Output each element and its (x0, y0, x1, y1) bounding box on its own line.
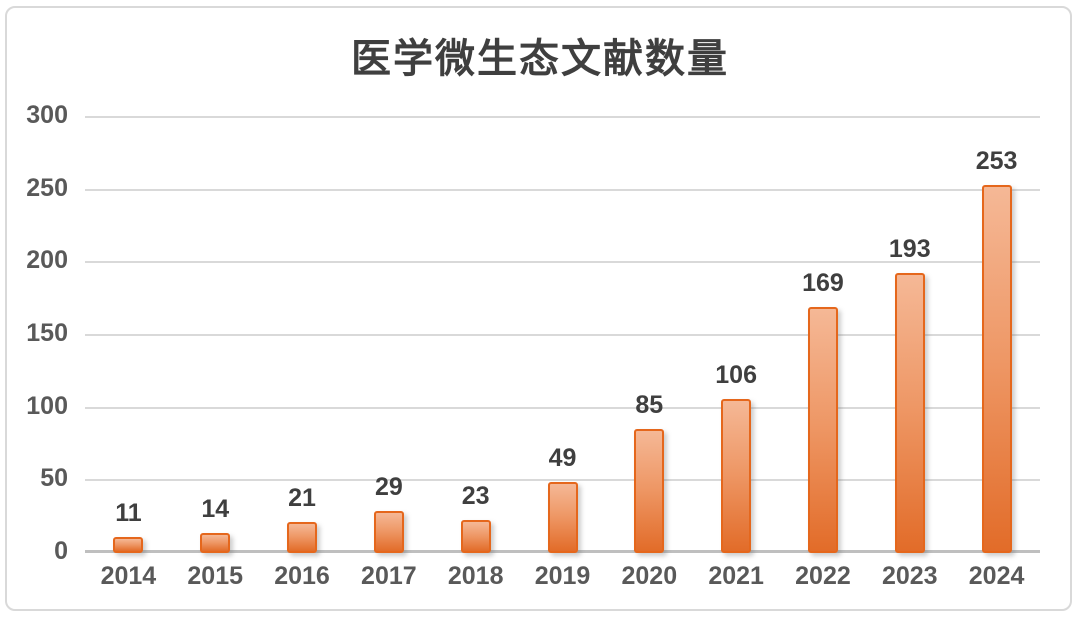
y-tick-label-150: 150 (26, 319, 68, 347)
gridline-300 (85, 116, 1040, 118)
bar-2018 (460, 519, 491, 553)
bar-value-label-2023: 193 (888, 234, 931, 263)
bar-value-label-2018: 23 (461, 481, 490, 510)
bar-2023 (894, 272, 925, 553)
x-tick-label-2016: 2016 (274, 562, 330, 590)
y-tick-label-50: 50 (40, 464, 68, 493)
gridline-100 (85, 406, 1040, 409)
bar-2024 (981, 185, 1012, 553)
gridline-50 (85, 479, 1040, 482)
bar-value-label-2017: 29 (374, 472, 403, 501)
bar-2016 (287, 522, 318, 553)
bar-2019 (547, 481, 578, 553)
bar-2017 (373, 510, 404, 553)
bar-2015 (200, 532, 231, 553)
bar-value-label-2019: 49 (548, 443, 577, 472)
x-tick-label-2020: 2020 (621, 562, 678, 590)
bar-2022 (807, 307, 838, 553)
x-tick-label-2024: 2024 (968, 562, 1025, 590)
plot-area (85, 116, 1040, 553)
bar-value-label-2022: 169 (802, 269, 844, 298)
bar-value-label-2024: 253 (975, 147, 1018, 176)
bar-value-label-2020: 85 (635, 391, 664, 420)
y-tick-label-200: 200 (26, 246, 68, 275)
x-tick-label-2021: 2021 (708, 562, 764, 590)
x-tick-label-2017: 2017 (361, 562, 417, 590)
y-tick-label-100: 100 (26, 391, 68, 420)
bar-2020 (634, 429, 665, 553)
y-tick-label-250: 250 (26, 173, 68, 202)
bar-2014 (113, 537, 144, 553)
x-tick-label-2018: 2018 (447, 562, 504, 590)
x-tick-label-2014: 2014 (100, 562, 157, 590)
y-tick-label-300: 300 (26, 101, 68, 129)
gridline-250 (85, 188, 1040, 191)
x-tick-label-2023: 2023 (881, 562, 938, 590)
bar-value-label-2015: 14 (201, 494, 230, 523)
x-tick-label-2015: 2015 (187, 562, 244, 590)
x-tick-label-2022: 2022 (795, 562, 851, 590)
x-tick-label-2019: 2019 (534, 562, 591, 590)
bar-value-label-2021: 106 (715, 360, 757, 389)
bar-value-label-2014: 11 (115, 499, 142, 527)
bar-2021 (721, 398, 752, 553)
gridline-150 (85, 334, 1040, 336)
y-tick-label-0: 0 (54, 537, 68, 565)
gridline-200 (85, 261, 1040, 264)
chart-title: 医学微生态文献数量 (351, 37, 729, 81)
bar-value-label-2016: 21 (288, 484, 316, 513)
